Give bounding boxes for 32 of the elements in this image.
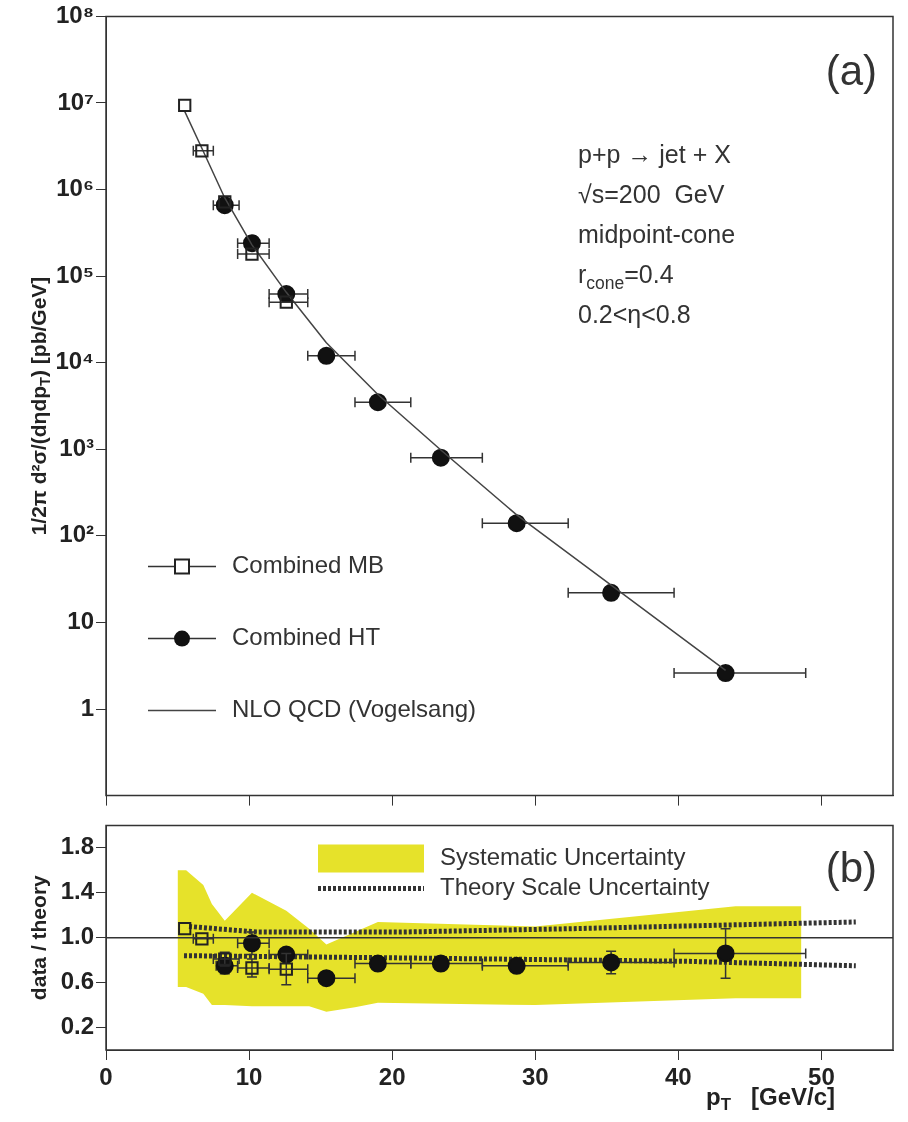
x-tick-label: 20 (378, 1063, 406, 1091)
annotation: midpoint-cone (578, 220, 736, 249)
y-tick-label: 1.0 (60, 922, 94, 950)
y-tick-label: 10 (67, 607, 94, 635)
y-axis-title: data / theory (26, 874, 50, 1001)
legend-label: Theory Scale Uncertainty (440, 873, 710, 901)
y-tick-label: 10² (59, 520, 95, 548)
y-tick-label: 10⁴ (55, 347, 94, 375)
annotation: (b) (825, 843, 878, 891)
y-tick-label: 10³ (59, 433, 95, 461)
y-tick-label: 10⁸ (55, 1, 94, 29)
y-tick-label: 10⁶ (56, 174, 94, 202)
y-tick-label: 0.6 (60, 967, 94, 995)
annotation: √s=200 GeV (578, 180, 725, 209)
x-tick-label: 30 (521, 1063, 549, 1091)
annotation: (a) (825, 46, 878, 94)
legend-label: NLO QCD (Vogelsang) (232, 695, 477, 723)
y-tick-label: 1 (80, 693, 94, 721)
y-tick-label: 10⁷ (57, 87, 94, 115)
legend-label: Combined HT (232, 623, 381, 651)
legend-label: Combined MB (232, 551, 385, 579)
y-tick-label: 0.2 (60, 1012, 94, 1040)
annotation: 0.2<η<0.8 (578, 300, 691, 329)
annotation: p+p → jet + X (578, 140, 732, 169)
x-tick-label: 0 (99, 1063, 113, 1091)
y-tick-label: 10⁵ (56, 260, 94, 288)
legend-label: Systematic Uncertainty (440, 843, 686, 871)
y-tick-label: 1.8 (60, 832, 94, 860)
y-tick-label: 1.4 (60, 877, 95, 905)
x-tick-label: 10 (235, 1063, 263, 1091)
x-tick-label: 40 (665, 1063, 692, 1091)
y-axis-title: 1/2π d²σ/(dηdpT) [pb/GeV] (26, 276, 54, 536)
